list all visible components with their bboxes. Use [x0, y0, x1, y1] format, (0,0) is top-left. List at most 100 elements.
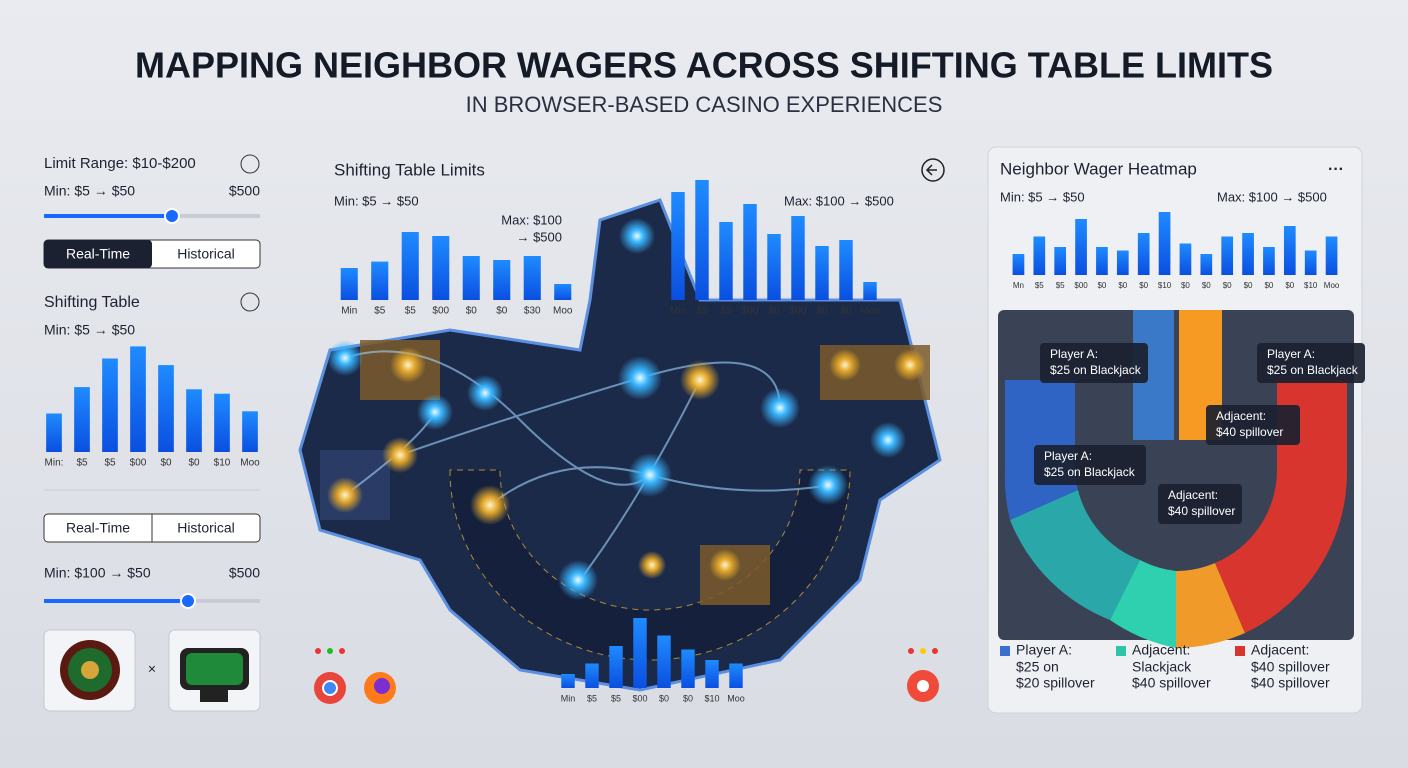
max-label: Max: $100 → $500 — [1217, 189, 1327, 204]
tooltip — [1034, 445, 1146, 485]
page-subtitle: IN BROWSER-BASED CASINO EXPERIENCES — [466, 92, 943, 117]
right-panel: Neighbor Wager Heatmap ··· Min: $5 → $50… — [987, 146, 1363, 714]
bar — [1283, 226, 1296, 275]
legend-swatch — [1116, 646, 1126, 656]
bar-label: $5 — [696, 306, 708, 317]
tooltip — [1158, 484, 1242, 524]
bar — [1325, 236, 1338, 275]
toggle-option[interactable]: Historical — [177, 246, 235, 262]
bar — [585, 663, 599, 688]
legend-line: $40 spillover — [1132, 675, 1211, 691]
bar — [432, 236, 450, 300]
bar — [791, 216, 805, 300]
tooltip-text: $40 spillover — [1216, 425, 1283, 439]
bar — [46, 413, 62, 452]
bar-label: $5 — [1056, 281, 1065, 290]
tooltip-text: $40 spillover — [1168, 504, 1235, 518]
bar — [1179, 243, 1192, 275]
legend-title: Player A: — [1016, 642, 1072, 658]
toggle-option[interactable]: Real-Time — [66, 520, 130, 536]
bar — [102, 358, 118, 452]
bar-label: Moo — [240, 458, 260, 469]
bar — [1200, 254, 1213, 275]
max-label: $500 — [229, 565, 260, 581]
bar — [839, 240, 853, 300]
bar-label: $0 — [1202, 281, 1211, 290]
bar-label: $00 — [790, 306, 807, 317]
bar-label: $0 — [1223, 281, 1232, 290]
max-label: → $500 — [516, 229, 562, 244]
bar — [1054, 247, 1067, 275]
bar-label: $0 — [1264, 281, 1273, 290]
legend-line: $40 spillover — [1251, 659, 1330, 675]
slider-knob[interactable] — [180, 593, 196, 609]
bar-label: $0 — [1181, 281, 1190, 290]
bar-label: $00 — [742, 306, 759, 317]
bar-label: $5 — [405, 306, 417, 317]
bar-label: $5 — [720, 306, 732, 317]
tooltip-text: $25 on Blackjack — [1044, 465, 1136, 479]
section-subtitle: Min: $5 → $50 — [44, 322, 135, 338]
toggle-option[interactable]: Real-Time — [66, 246, 130, 262]
toggle-option[interactable]: Historical — [177, 520, 235, 536]
bar-label: $0 — [768, 306, 780, 317]
limit-range: Limit Range: $10-$200 — [44, 155, 196, 172]
bar — [681, 649, 695, 688]
legend-line: $40 spillover — [1251, 675, 1330, 691]
bar — [493, 260, 511, 300]
bar — [1158, 212, 1171, 275]
bar — [671, 192, 685, 300]
bar — [1304, 250, 1317, 275]
tooltip — [1040, 343, 1148, 383]
tooltip-title: Adjacent: — [1216, 409, 1266, 423]
tooltip-text: $25 on Blackjack — [1267, 363, 1359, 377]
menu-button[interactable] — [240, 154, 260, 174]
min-label: Min: $5 → $50 — [44, 183, 135, 199]
bar — [401, 232, 419, 300]
bar-label: $0 — [496, 306, 508, 317]
bar-label: $5 — [1035, 281, 1044, 290]
bar-label: Min — [561, 693, 576, 703]
tooltip — [1206, 405, 1300, 445]
bar-label: Moo — [1324, 281, 1340, 290]
bar-label: $5 — [104, 458, 116, 469]
bar-label: $30 — [524, 306, 541, 317]
tooltip-title: Adjacent: — [1168, 488, 1218, 502]
tooltip-text: $25 on Blackjack — [1050, 363, 1142, 377]
menu-button[interactable] — [240, 292, 260, 312]
bar — [767, 234, 781, 300]
section-title: Shifting Table — [44, 294, 140, 311]
bar-label: $0 — [1139, 281, 1148, 290]
bar — [214, 393, 230, 452]
bar-label: Min — [341, 306, 357, 317]
back-button[interactable] — [921, 158, 945, 182]
bar-label: $0 — [1285, 281, 1294, 290]
bar-label: Mn — [1013, 281, 1024, 290]
bar-label: $0 — [1097, 281, 1106, 290]
toggle-active[interactable] — [44, 240, 152, 268]
tooltip — [1257, 343, 1365, 383]
bar-label: Moo — [553, 306, 573, 317]
legend-title: Adjacent: — [1132, 642, 1190, 658]
bar — [729, 663, 743, 688]
slider-knob[interactable] — [164, 208, 180, 224]
menu-button[interactable]: ··· — [1328, 161, 1344, 178]
bar-label: $10 — [704, 693, 719, 703]
bar-label: Moo — [727, 693, 745, 703]
bar-label: $0 — [160, 458, 172, 469]
separator: × — [148, 661, 156, 677]
bar — [815, 246, 829, 300]
center-title: Shifting Table Limits — [334, 160, 485, 179]
page-title: MAPPING NEIGHBOR WAGERS ACROSS SHIFTING … — [135, 45, 1273, 86]
bar — [1137, 233, 1150, 275]
bar-label: $5 — [611, 693, 621, 703]
tooltip-title: Player A: — [1267, 347, 1315, 361]
tooltip-title: Player A: — [1044, 449, 1092, 463]
bar-label: $0 — [683, 693, 693, 703]
bar-label: $0 — [816, 306, 828, 317]
bar — [1096, 247, 1108, 275]
bar-label: $00 — [130, 458, 147, 469]
bar-label: $0 — [466, 306, 478, 317]
bar — [719, 222, 733, 300]
